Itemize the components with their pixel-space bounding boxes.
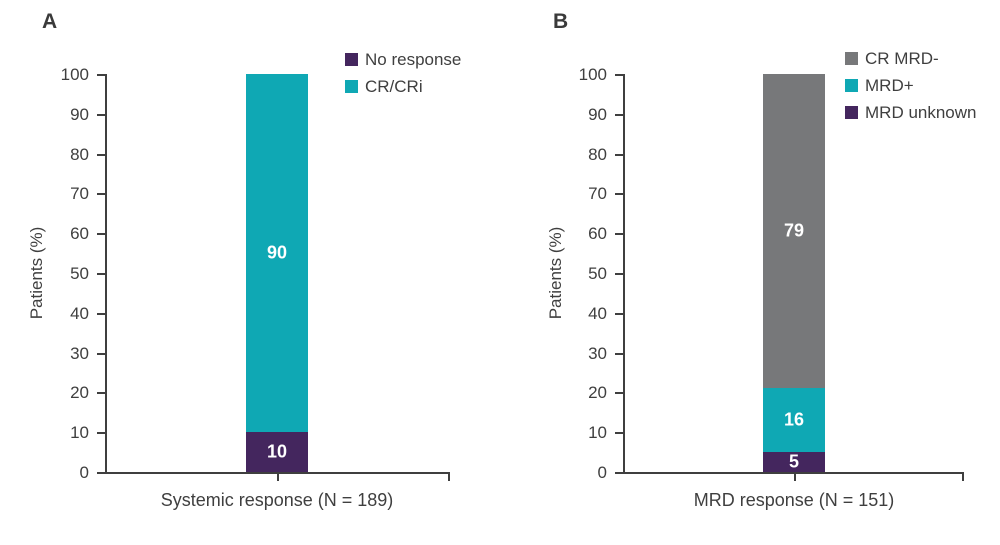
y-tick-label: 90 [70, 104, 89, 124]
legend-item: MRD+ [845, 72, 977, 99]
legend-swatch-icon [845, 106, 858, 119]
bar-segment-cr-mrd- [763, 74, 825, 389]
legend-label: No response [365, 49, 462, 69]
y-tick [615, 273, 623, 275]
legend-swatch-icon [345, 80, 358, 93]
legend-a: No response CR/CRi [345, 46, 461, 100]
y-tick-label: 40 [588, 303, 607, 323]
bar-value-label: 79 [783, 220, 805, 241]
y-tick [97, 392, 105, 395]
panel-b-letter: B [553, 10, 569, 33]
bar-segment-mrd-unknown [763, 452, 825, 472]
x-tick-category [277, 474, 279, 481]
y-tick [97, 74, 105, 76]
y-tick [615, 472, 623, 474]
x-axis-title-a: Systemic response (N = 189) [160, 490, 394, 510]
y-tick [615, 74, 623, 76]
y-tick-label: 10 [70, 423, 89, 443]
y-tick-label: 10 [588, 423, 607, 443]
x-tick-end [448, 474, 450, 481]
legend-b: CR MRD- MRD+ MRD unknown [845, 45, 977, 126]
y-tick [97, 193, 105, 196]
y-tick [97, 273, 105, 275]
bar-segment-no-response [246, 432, 308, 472]
legend-label: MRD unknown [865, 102, 977, 122]
legend-item: CR MRD- [845, 45, 977, 72]
y-tick-label: 70 [588, 184, 607, 204]
x-axis-title-b: MRD response (N = 151) [693, 490, 895, 510]
y-tick [615, 352, 623, 355]
legend-label: MRD+ [865, 75, 914, 95]
y-tick-label: 30 [70, 343, 89, 363]
legend-label: CR/CRi [365, 76, 423, 96]
bar-value-label: 10 [266, 441, 288, 462]
panel-a: A Patients (%) Systemic response (N = 18… [27, 10, 461, 510]
y-tick-label: 40 [70, 303, 89, 323]
x-axis-line [105, 472, 450, 474]
y-tick-label: 80 [70, 144, 89, 164]
y-tick-label: 60 [70, 224, 89, 244]
y-tick-label: 80 [588, 144, 607, 164]
legend-label: CR MRD- [865, 48, 939, 68]
y-tick [97, 432, 105, 435]
bar-value-label: 16 [783, 409, 805, 430]
legend-item: No response [345, 46, 461, 73]
bar-segment-cr-cri [246, 74, 308, 433]
y-axis-line [623, 74, 625, 474]
legend-swatch-icon [345, 53, 358, 66]
bar-segment-mrd- [763, 388, 825, 453]
legend-swatch-icon [845, 52, 858, 65]
y-tick [97, 472, 105, 474]
x-axis-line [623, 472, 964, 474]
y-tick-label: 60 [588, 224, 607, 244]
y-tick [615, 193, 623, 196]
y-tick-label: 50 [588, 264, 607, 283]
y-tick [97, 153, 105, 156]
y-tick [97, 352, 105, 355]
y-tick [615, 392, 623, 395]
x-tick-category [794, 474, 796, 481]
y-tick [97, 312, 105, 315]
y-tick [615, 312, 623, 315]
panel-a-letter: A [42, 10, 58, 33]
legend-item: CR/CRi [345, 73, 461, 100]
y-tick [615, 113, 623, 116]
y-tick [615, 153, 623, 156]
y-tick [615, 432, 623, 435]
y-tick-label: 50 [70, 264, 89, 283]
bar-value-label: 5 [788, 451, 800, 472]
y-tick [97, 233, 105, 236]
y-tick-label: 100 [578, 65, 607, 84]
y-tick-label: 0 [597, 463, 607, 482]
y-axis-title-a: Patients (%) [27, 226, 46, 320]
y-tick [615, 233, 623, 236]
legend-swatch-icon [845, 79, 858, 92]
y-tick [97, 113, 105, 116]
y-tick-label: 90 [588, 104, 607, 124]
x-tick-end [962, 474, 964, 481]
bar-value-label: 90 [266, 242, 288, 263]
y-tick-label: 30 [588, 343, 607, 363]
y-tick-label: 20 [70, 383, 89, 403]
legend-item: MRD unknown [845, 99, 977, 126]
y-tick-label: 100 [60, 65, 89, 84]
y-axis-line [105, 74, 107, 474]
y-tick-label: 20 [588, 383, 607, 403]
y-tick-label: 70 [70, 184, 89, 204]
y-tick-label: 0 [79, 463, 89, 482]
